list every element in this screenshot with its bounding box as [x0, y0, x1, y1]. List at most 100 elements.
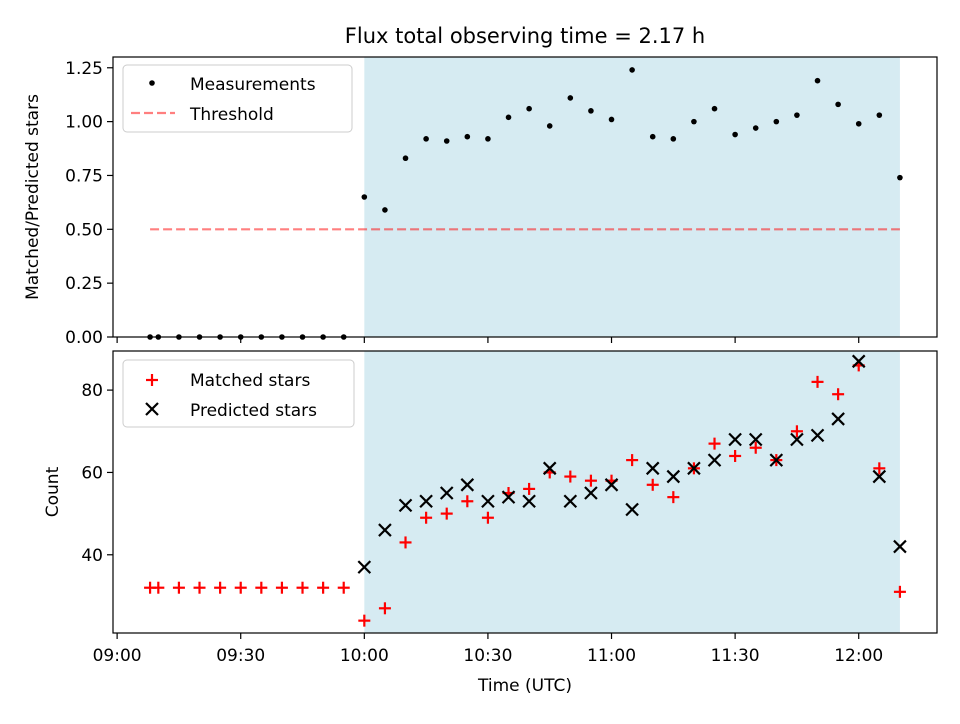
predicted-star-point	[501, 490, 516, 504]
predicted-star-point	[481, 494, 495, 509]
predicted-star-point	[707, 453, 722, 467]
matched-star-point	[358, 614, 371, 627]
measurement-point	[423, 136, 429, 142]
matched-star-point	[481, 511, 494, 524]
legend-matched-marker	[146, 374, 158, 386]
matched-star-point	[749, 441, 762, 454]
measurement-point	[711, 105, 718, 112]
measurement-point	[752, 125, 759, 131]
x-tick-label: 11:30	[711, 646, 760, 666]
predicted-star-point	[810, 428, 825, 443]
predicted-star-point	[522, 494, 536, 509]
y-tick-label: 80	[81, 381, 103, 401]
matched-star-point	[564, 470, 577, 483]
matched-star-point	[378, 602, 391, 615]
measurement-point	[794, 112, 800, 118]
predicted-star-point	[604, 478, 619, 492]
matched-star-point	[172, 581, 185, 594]
predicted-star-point	[687, 461, 701, 476]
matched-star-point	[646, 478, 659, 491]
measurement-point	[649, 133, 656, 140]
matched-star-point	[667, 491, 680, 504]
matched-star-point	[214, 581, 227, 594]
y-tick-label: 0.75	[65, 166, 103, 186]
y-tick-label: 0.00	[65, 328, 103, 348]
x-tick-label: 12:00	[834, 646, 883, 666]
predicted-star-point	[584, 486, 598, 500]
measurement-point	[464, 133, 471, 140]
predicted-star-point	[419, 494, 433, 509]
matched-star-point	[811, 375, 824, 388]
predicted-star-point	[645, 461, 660, 476]
x-tick-label: 09:00	[93, 646, 142, 666]
measurement-point	[443, 138, 450, 144]
matched-star-point	[790, 425, 803, 438]
top-y-label: Matched/Predicted stars	[23, 94, 43, 300]
predicted-star-point	[831, 412, 845, 426]
matched-star-point	[337, 581, 350, 594]
legend-threshold-label: Threshold	[189, 105, 274, 125]
legend-measurements-label: Measurements	[190, 75, 316, 95]
predicted-star-point	[666, 469, 681, 484]
bottom-y-label: Count	[43, 466, 63, 517]
y-tick-label: 60	[81, 463, 103, 483]
predicted-star-markers	[357, 354, 907, 574]
x-axis-label: Time (UTC)	[477, 676, 572, 696]
predicted-star-point	[790, 432, 804, 447]
measurement-point	[546, 123, 553, 129]
predicted-star-point	[748, 432, 763, 447]
matched-star-point	[440, 507, 453, 520]
measurement-point	[773, 118, 780, 125]
matched-star-point	[832, 388, 845, 401]
top-panel: 0.00 0.25 0.50 0.75 1.00 1.25 Matched/Predict…	[23, 56, 938, 348]
x-tick-label: 10:30	[463, 646, 512, 666]
matched-star-point	[461, 495, 474, 508]
predicted-star-point	[378, 523, 392, 537]
predicted-star-point	[625, 502, 639, 517]
legend-measurement-marker	[149, 80, 155, 86]
predicted-star-point	[769, 453, 784, 467]
bottom-x-axis: 09:00 09:30 10:00 10:30 11:00 11:30 12:00	[93, 633, 883, 666]
top-shaded-interval	[364, 57, 900, 337]
top-axes-frame	[112, 56, 938, 338]
measurement-point	[402, 155, 409, 162]
matched-star-point	[317, 581, 330, 594]
legend-predicted-marker	[145, 402, 159, 416]
matched-star-point	[584, 474, 597, 487]
predicted-star-point	[460, 478, 475, 492]
measurement-point	[608, 116, 615, 123]
matched-star-point	[626, 454, 639, 467]
measurement-point	[629, 67, 635, 73]
bottom-panel: 40 60 80 09:00 09:30 10:00 10:30 11:00 11:30 12:…	[43, 350, 938, 696]
legend-matched-label: Matched stars	[190, 371, 310, 391]
measurement-point	[855, 120, 862, 127]
matched-star-point	[255, 581, 268, 594]
measurement-point	[526, 105, 532, 112]
y-tick-label: 40	[81, 546, 103, 566]
measurement-point	[835, 101, 841, 108]
predicted-star-point	[851, 354, 866, 369]
chart-title: Flux total observing time = 2.17 h	[345, 24, 705, 48]
x-tick-label: 09:30	[216, 646, 265, 666]
measurement-point	[567, 95, 574, 101]
x-tick-label: 11:00	[587, 646, 636, 666]
measurement-point	[732, 131, 738, 138]
matched-star-point	[708, 437, 721, 450]
x-tick-label: 10:00	[340, 646, 389, 666]
predicted-star-point	[439, 486, 454, 500]
matched-star-point	[296, 581, 309, 594]
matched-star-point	[729, 449, 742, 462]
bottom-shaded-interval	[364, 351, 900, 633]
matched-star-point	[152, 581, 165, 594]
measurement-point	[814, 77, 821, 84]
predicted-star-point	[872, 469, 887, 484]
matched-star-point	[893, 585, 906, 598]
top-y-axis: 0.00 0.25 0.50 0.75 1.00 1.25	[65, 59, 113, 348]
measurement-point	[588, 108, 594, 114]
measurement-point	[485, 136, 491, 142]
bottom-legend: Matched stars Predicted stars	[122, 359, 355, 428]
matched-star-point	[420, 511, 433, 524]
measurement-point	[691, 118, 697, 125]
predicted-star-point	[893, 539, 907, 554]
